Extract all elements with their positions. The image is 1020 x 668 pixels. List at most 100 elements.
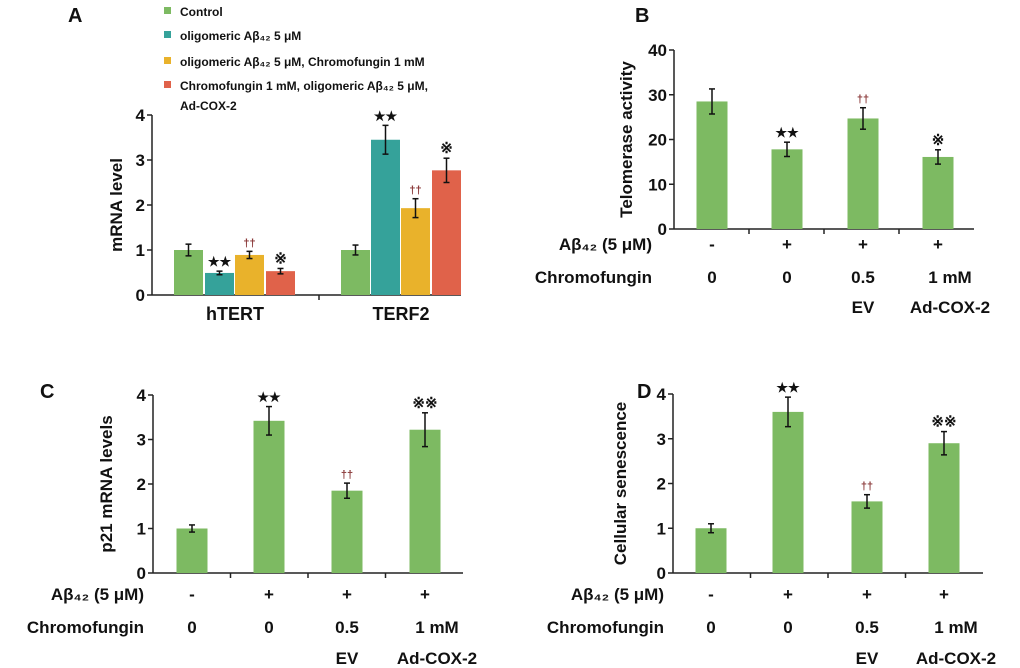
legend-label: Chromofungin 1 mM, oligomeric Aβ₄₂ 5 μM, [180,79,428,93]
row-label-abeta: Aβ₄₂ (5 μM) [571,585,664,604]
bar-B [696,101,728,229]
y-tick-label: 30 [648,86,667,105]
row-label-chromofungin: Chromofungin [535,268,652,287]
bar-D [928,443,960,573]
bar-A [432,170,461,295]
bar-B [922,156,954,229]
significance-mark: †† [861,481,873,493]
y-tick-label: 3 [136,151,145,170]
significance-mark: ★★ [775,125,799,140]
abeta-value: + [858,235,868,254]
y-tick-label: 20 [648,131,667,150]
y-tick-label: 3 [137,431,146,450]
y-tick-label: 1 [137,520,146,539]
bar-C [409,429,441,573]
abeta-value: + [933,235,943,254]
category-label: TERF2 [372,304,429,324]
chromofungin-value: 0 [706,618,715,637]
abeta-value: - [189,585,195,604]
y-tick-label: 0 [137,564,146,583]
bar-A [174,250,203,295]
chromofungin-value: 0 [264,618,273,637]
significance-mark: ★★ [257,390,281,405]
bar-A [235,254,264,295]
significance-mark: †† [409,185,421,197]
bar-D [772,411,804,573]
row-label-chromofungin: Chromofungin [27,618,144,637]
abeta-value: - [709,235,715,254]
significance-mark: ※ [932,132,945,149]
abeta-value: + [264,585,274,604]
vector-label: Ad-COX-2 [916,649,996,668]
y-tick-label: 1 [136,241,145,260]
bar-D [851,501,883,573]
abeta-value: - [708,585,714,604]
panel-label-D: D [637,381,651,403]
row-label-chromofungin: Chromofungin [547,618,664,637]
significance-mark: ★★ [208,254,232,269]
chromofungin-value: 0 [707,268,716,287]
abeta-value: + [862,585,872,604]
y-tick-label: 2 [137,475,146,494]
row-label-abeta: Aβ₄₂ (5 μM) [559,235,652,254]
panel-label-C: C [40,381,54,403]
y-tick-label: 0 [658,220,667,239]
significance-mark: †† [243,237,255,249]
bar-C [331,490,363,573]
legend-swatch [164,81,171,88]
significance-mark: †† [341,469,353,481]
legend-swatch [164,31,171,38]
bar-D [695,528,727,573]
abeta-value: + [420,585,430,604]
panel-label-A: A [68,5,82,27]
chromofungin-value: 1 mM [928,268,971,287]
bar-A [341,250,370,295]
y-tick-label: 3 [657,430,666,449]
bar-A [401,208,430,295]
chromofungin-value: 1 mM [934,618,977,637]
chromofungin-value: 0.5 [335,618,359,637]
legend-label: Control [180,5,223,19]
vector-label: EV [856,649,879,668]
y-tick-label: 40 [648,41,667,60]
abeta-value: + [782,235,792,254]
bar-C [253,420,285,573]
chromofungin-value: 0.5 [855,618,879,637]
y-tick-label: 1 [657,519,666,538]
y-tick-label: 4 [136,106,146,125]
significance-mark: ※ [274,250,287,267]
chromofungin-value: 0.5 [851,268,875,287]
bar-B [847,118,879,229]
bar-A [266,271,295,295]
bar-B [771,149,803,229]
y-tick-label: 4 [137,386,147,405]
significance-mark: ※ [440,140,453,157]
bar-A [205,272,234,295]
abeta-value: + [939,585,949,604]
row-label-abeta: Aβ₄₂ (5 μM) [51,585,144,604]
vector-label: Ad-COX-2 [397,649,477,668]
legend-swatch [164,57,171,64]
category-label: hTERT [206,304,264,324]
panel-label-B: B [635,5,649,27]
chromofungin-value: 1 mM [415,618,458,637]
significance-mark: ※※ [931,414,956,431]
y-axis-label: Cellular senescence [611,402,630,565]
significance-mark: ★★ [776,380,800,395]
y-axis-label: mRNA level [107,158,126,252]
chromofungin-value: 0 [782,268,791,287]
y-tick-label: 0 [136,286,145,305]
vector-label: EV [336,649,359,668]
abeta-value: + [342,585,352,604]
y-tick-label: 0 [657,564,666,583]
y-axis-label: Telomerase activity [617,61,636,218]
legend-label: oligomeric Aβ₄₂ 5 μM [180,29,301,43]
legend-swatch [164,7,171,14]
vector-label: EV [852,298,875,317]
y-tick-label: 10 [648,175,667,194]
significance-mark: ★★ [374,108,398,123]
bar-A [371,139,400,295]
significance-mark: ※※ [412,395,437,412]
y-tick-label: 4 [657,385,667,404]
